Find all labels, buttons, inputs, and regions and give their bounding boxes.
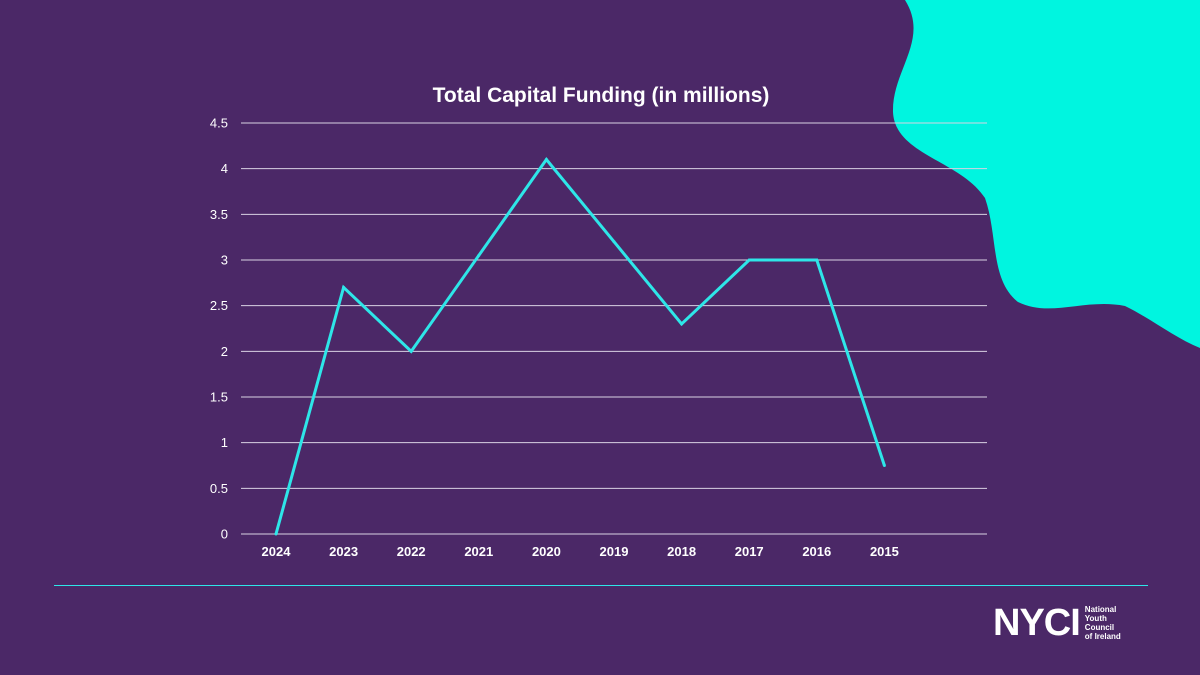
- y-tick-label: 4.5: [210, 116, 228, 131]
- x-tick-label: 2016: [802, 544, 831, 559]
- data-point: [477, 253, 481, 257]
- data-point: [882, 464, 886, 467]
- x-tick-label: 2021: [464, 544, 493, 559]
- y-tick-label: 0: [221, 527, 228, 542]
- x-tick-label: 2017: [735, 544, 764, 559]
- y-tick-label: 1.5: [210, 390, 228, 405]
- y-tick-label: 3: [221, 253, 228, 268]
- x-axis-ticks: 2024 2023 2022 2021 2020 2019 2018 2017 2016 2015: [262, 544, 899, 559]
- y-tick-label: 2: [221, 344, 228, 359]
- data-point: [544, 158, 548, 162]
- y-tick-label: 1: [221, 435, 228, 450]
- data-point: [274, 532, 278, 536]
- data-point: [747, 258, 751, 262]
- x-tick-label: 2015: [870, 544, 899, 559]
- y-tick-label: 2.5: [210, 298, 228, 313]
- x-tick-label: 2023: [329, 544, 358, 559]
- data-point: [612, 240, 616, 244]
- series-line: [274, 157, 886, 535]
- logo-sub-line: National: [1084, 605, 1117, 614]
- y-axis-ticks: 0 0.5 1 1.5 2 2.5 3 3.5 4 4.5: [210, 116, 228, 542]
- logo-sub-line: Council: [1084, 623, 1115, 632]
- series-group: [274, 157, 886, 536]
- x-tick-label: 2024: [262, 544, 292, 559]
- data-point: [680, 322, 684, 326]
- nyci-logo: NYCI National Youth Council of Ireland: [993, 603, 1121, 643]
- y-tick-label: 3.5: [210, 207, 228, 222]
- logo-sub-line: Youth: [1084, 614, 1107, 623]
- logo-mark: NYCI: [993, 602, 1081, 644]
- data-point: [342, 285, 346, 289]
- y-tick-label: 0.5: [210, 481, 228, 496]
- y-tick-label: 4: [221, 161, 228, 176]
- x-tick-label: 2020: [532, 544, 561, 559]
- data-point: [815, 258, 819, 262]
- x-tick-label: 2018: [667, 544, 696, 559]
- gridlines: [241, 122, 987, 535]
- logo-sub-line: of Ireland: [1084, 632, 1121, 641]
- x-tick-label: 2019: [600, 544, 629, 559]
- x-tick-label: 2022: [397, 544, 426, 559]
- logo-subtitle: National Youth Council of Ireland: [1085, 605, 1121, 641]
- footer-divider: [54, 585, 1148, 586]
- chart-title: Total Capital Funding (in millions): [433, 84, 770, 107]
- data-point: [409, 349, 413, 353]
